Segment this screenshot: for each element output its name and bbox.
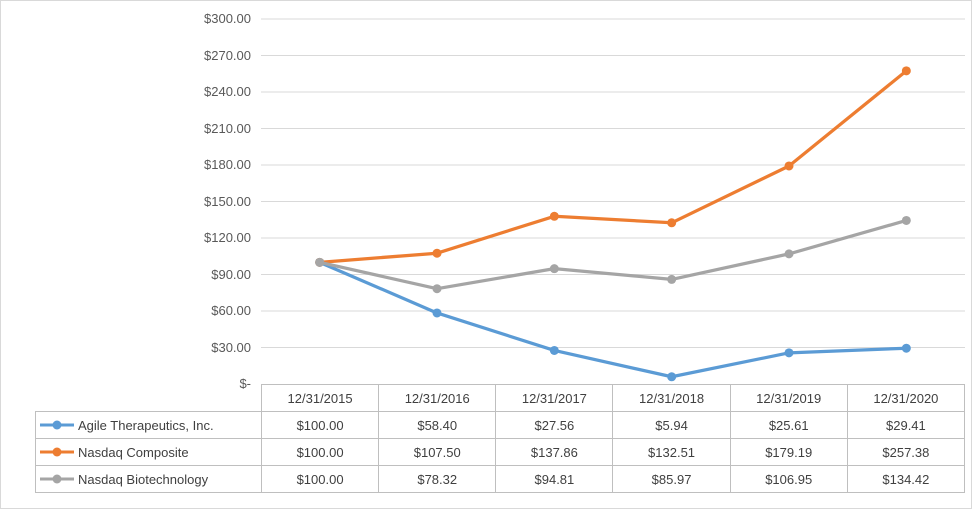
value-cell: $107.50 (378, 438, 497, 466)
series-name: Nasdaq Composite (78, 444, 189, 460)
legend-entry: Nasdaq Composite (38, 445, 259, 460)
value-cell: $5.94 (612, 411, 731, 439)
x-axis-category-cell: 12/31/2019 (729, 384, 848, 412)
y-axis-tick-label: $60.00 (211, 303, 251, 318)
series-line-nasdaq-composite (318, 69, 908, 264)
legend-entry: Nasdaq Biotechnology (38, 472, 259, 487)
legend-cell: Agile Therapeutics, Inc. (35, 411, 262, 439)
y-axis-tick-label: $30.00 (211, 339, 251, 355)
value-cell: $27.56 (495, 411, 614, 439)
y-axis-tick-label: $210.00 (204, 120, 251, 136)
series-line-agile-therapeutics-inc (318, 260, 908, 379)
value-cell: $58.40 (378, 411, 497, 439)
series-line-nasdaq-biotechnology (318, 218, 908, 291)
series-name: Agile Therapeutics, Inc. (78, 417, 214, 433)
y-axis-tick-label: $90.00 (211, 266, 251, 282)
legend-cell: Nasdaq Biotechnology (35, 465, 262, 493)
performance-data-table: 12/31/2015 12/31/2016 12/31/2017 12/31/2018… (35, 384, 966, 493)
y-axis-tick-label: $150.00 (204, 193, 251, 209)
y-axis-tick-label: $270.00 (204, 47, 251, 63)
value-cell: $100.00 (260, 438, 380, 466)
value-cell: $78.32 (378, 465, 497, 493)
value-cell: $100.00 (260, 411, 380, 439)
value-cell: $106.95 (729, 465, 848, 493)
data-point-marker-nasdaq-composite (901, 66, 911, 76)
data-point-marker-nasdaq-biotechnology (549, 264, 559, 274)
value-cell: $100.00 (260, 465, 380, 493)
data-point-marker-nasdaq-biotechnology (784, 249, 794, 259)
data-point-marker-nasdaq-composite (549, 211, 559, 221)
value-cell: $94.81 (495, 465, 614, 493)
data-point-marker-nasdaq-biotechnology (315, 257, 325, 267)
legend-marker-icon (40, 420, 74, 430)
x-axis-category-cell: 12/31/2018 (612, 384, 731, 412)
value-cell: $132.51 (612, 438, 731, 466)
data-point-marker-nasdaq-composite (784, 161, 794, 171)
y-axis-tick-label: $- (239, 376, 251, 391)
data-point-marker-nasdaq-composite (432, 248, 442, 258)
data-point-marker-nasdaq-biotechnology (667, 274, 677, 284)
series-name: Nasdaq Biotechnology (78, 471, 209, 487)
legend-marker-icon (40, 474, 74, 484)
y-axis-tick-label: $120.00 (204, 230, 251, 245)
value-cell: $134.42 (846, 465, 966, 493)
table-row: Nasdaq Composite $100.00 $107.50 $137.86 $13… (35, 438, 966, 466)
y-axis-tick-label: $300.00 (204, 11, 251, 26)
legend-entry: Agile Therapeutics, Inc. (38, 418, 259, 433)
x-axis-category-cell: 12/31/2017 (495, 384, 614, 412)
data-point-marker-agile-therapeutics-inc (549, 345, 559, 355)
value-cell: $85.97 (612, 465, 731, 493)
data-point-marker-nasdaq-biotechnology (432, 284, 442, 294)
legend-marker-icon (40, 447, 74, 457)
x-axis-category-cell: 12/31/2020 (846, 384, 966, 412)
legend-cell: Nasdaq Composite (35, 438, 262, 466)
table-row: Agile Therapeutics, Inc. $100.00 $58.40 $27… (35, 411, 966, 439)
value-cell: $25.61 (729, 411, 848, 439)
table-corner-cell (36, 385, 262, 412)
value-cell: $29.41 (846, 411, 966, 439)
value-cell: $137.86 (495, 438, 614, 466)
data-point-marker-agile-therapeutics-inc (667, 372, 677, 382)
table-header-row: 12/31/2015 12/31/2016 12/31/2017 12/31/2018… (36, 384, 966, 412)
data-point-marker-nasdaq-biotechnology (901, 215, 911, 225)
data-point-marker-agile-therapeutics-inc (432, 308, 442, 318)
data-point-marker-nasdaq-composite (667, 218, 677, 228)
x-axis-category-cell: 12/31/2015 (260, 384, 380, 412)
table-row: Nasdaq Biotechnology $100.00 $78.32 $94.81 $… (35, 465, 966, 493)
value-cell: $257.38 (846, 438, 966, 466)
x-axis-category-cell: 12/31/2016 (378, 384, 497, 412)
y-axis-tick-label: $240.00 (204, 84, 251, 99)
data-point-marker-agile-therapeutics-inc (784, 348, 794, 358)
data-point-marker-agile-therapeutics-inc (901, 343, 911, 353)
line-chart-plot-area (261, 18, 965, 382)
value-cell: $179.19 (729, 438, 848, 466)
y-axis-tick-label: $180.00 (204, 157, 251, 172)
